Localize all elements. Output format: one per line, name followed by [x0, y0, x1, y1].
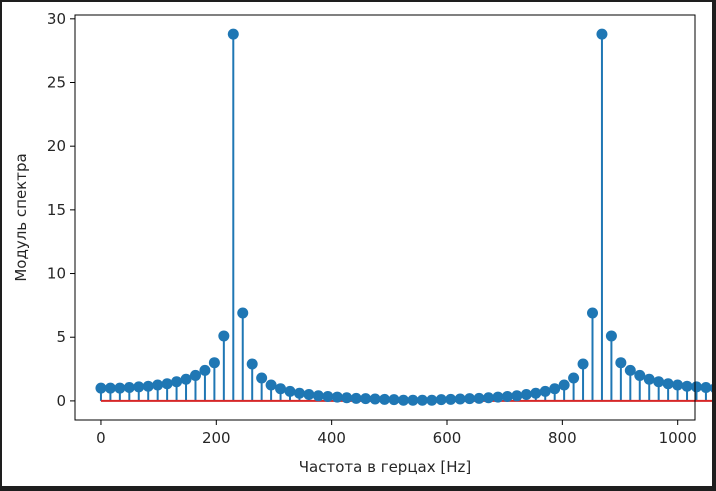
stem-marker	[549, 383, 561, 395]
x-tick-label: 800	[548, 429, 577, 447]
stem-marker	[709, 383, 712, 393]
stem-marker	[369, 393, 381, 405]
y-tick-label: 5	[56, 328, 66, 346]
stem-marker	[133, 381, 145, 393]
stem-marker	[416, 394, 428, 406]
stem-marker	[171, 376, 183, 388]
stem-marker	[653, 376, 665, 388]
axes-frame	[74, 14, 696, 421]
stem-marker	[142, 380, 154, 392]
stem-marker	[104, 382, 116, 394]
stem-marker	[690, 381, 702, 393]
stem-marker	[596, 28, 608, 40]
stem-marker	[180, 373, 192, 385]
y-tick-label: 10	[47, 265, 66, 283]
stem-marker	[672, 379, 684, 391]
stem-marker	[199, 364, 211, 376]
stem-marker	[445, 393, 457, 405]
y-tick-label: 25	[47, 74, 66, 92]
stem-marker	[605, 330, 617, 342]
y-axis-label: Модуль спектра	[12, 153, 30, 281]
stem-marker	[435, 394, 447, 406]
stem-marker	[643, 373, 655, 385]
stem-marker	[293, 387, 305, 399]
y-tick-label: 20	[47, 137, 66, 155]
marker-series	[95, 28, 712, 406]
stem-marker	[303, 389, 315, 401]
stem-marker	[587, 307, 599, 319]
stem-marker	[218, 330, 230, 342]
stem-marker	[624, 364, 636, 376]
y-tick-label: 15	[47, 201, 66, 219]
stem-marker	[208, 357, 220, 369]
stem-marker	[227, 28, 239, 40]
stem-marker	[454, 393, 466, 405]
stem-marker	[312, 390, 324, 402]
stem-marker	[284, 385, 296, 397]
stem-marker	[95, 382, 107, 394]
x-tick-label: 600	[433, 429, 462, 447]
stem-marker	[360, 393, 372, 405]
stem-marker	[397, 394, 409, 406]
stem-marker	[265, 379, 277, 391]
stem-marker	[350, 392, 362, 404]
stem-series	[99, 34, 707, 401]
y-tick-label: 0	[56, 392, 66, 410]
stem-marker	[246, 358, 258, 370]
stem-marker	[464, 393, 476, 405]
stem-marker	[511, 390, 523, 402]
figure-area: 0 200 400 600 800 1000 0 5 10 15 20 25 30 Частота в…	[2, 2, 712, 486]
stem-marker	[379, 393, 391, 405]
stem-marker	[237, 307, 249, 319]
stem-marker	[530, 387, 542, 399]
x-axis-label: Частота в герцах [Hz]	[299, 458, 471, 476]
x-tick-label: 400	[317, 429, 346, 447]
stem-marker	[473, 392, 485, 404]
stem-marker	[341, 392, 353, 404]
stem-marker	[492, 391, 504, 403]
stem-marker	[681, 380, 693, 392]
y-axis-ticks: 0 5 10 15 20 25 30	[47, 10, 75, 410]
stem-marker	[123, 382, 135, 394]
stem-marker	[568, 372, 580, 384]
stem-marker	[539, 385, 551, 397]
stem-marker	[275, 383, 287, 395]
stem-marker	[152, 379, 164, 391]
x-tick-label: 1000	[659, 429, 697, 447]
stem-marker	[256, 372, 268, 384]
stem-marker	[161, 378, 173, 390]
stem-marker	[114, 382, 126, 394]
stem-marker	[426, 394, 438, 406]
stem-marker	[577, 358, 589, 370]
stem-marker	[331, 391, 343, 403]
stem-marker	[501, 390, 513, 402]
x-tick-label: 0	[96, 429, 106, 447]
stem-marker	[662, 378, 674, 390]
stem-marker	[634, 369, 646, 381]
stem-marker	[615, 357, 627, 369]
y-tick-label: 30	[47, 10, 66, 28]
stem-marker	[189, 369, 201, 381]
stem-marker	[407, 394, 419, 406]
stem-marker	[558, 379, 570, 391]
stem-marker	[700, 382, 712, 394]
stem-chart: 0 200 400 600 800 1000 0 5 10 15 20 25 30 Частота в…	[12, 10, 712, 476]
stem-marker	[520, 389, 532, 401]
x-axis-ticks: 0 200 400 600 800 1000	[96, 420, 697, 447]
x-tick-label: 200	[202, 429, 231, 447]
stem-marker	[388, 394, 400, 406]
stem-marker	[322, 390, 334, 402]
stem-marker	[483, 392, 495, 404]
